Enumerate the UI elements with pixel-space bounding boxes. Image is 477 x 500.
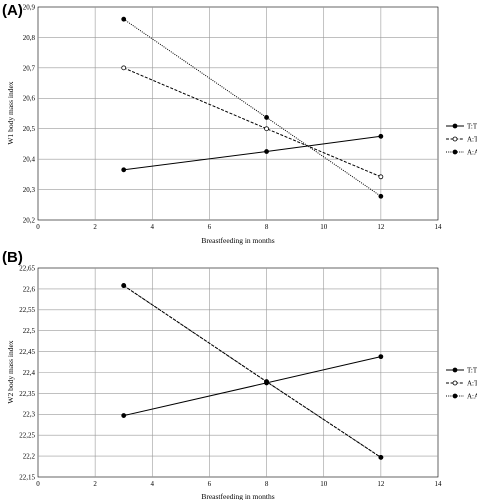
legend-item: T:T [446,367,477,375]
legend-marker-tt [452,123,458,129]
panel-a-y-tick-label: 20,5 [23,125,36,133]
legend-item: A:T [446,136,477,144]
panel-a-y-tick-label: 20,3 [23,186,36,194]
panel-b-label: (B) [2,249,23,266]
panel-a-point-at [378,174,384,180]
panel-b-y-tick-label: 22,4 [23,369,36,377]
panel-b-y-tick-label: 22,35 [19,390,35,398]
panel-b-x-tick-label: 10 [320,480,328,488]
panel-a-series-line-at [123,67,382,178]
panel-a-x-tick-label: 14 [435,223,443,231]
panel-b-x-tick-label: 4 [151,480,155,488]
panel-a-label: (A) [2,2,23,19]
legend-item: T:T [446,123,477,131]
panel-a-x-tick-label: 4 [151,223,155,231]
panel-b-x-tick-label: 14 [435,480,443,488]
panel-a-grid [38,7,438,220]
panel-b-y-tick-label: 22,2 [23,453,36,461]
panel-b-x-ticks: 0 2 4 6 8 10 12 14 [36,480,442,488]
panel-b-x-tick-label: 8 [265,480,269,488]
panel-b-y-tick-label: 22,15 [19,473,35,481]
legend-marker-at [452,380,458,386]
panel-a-point-aa [378,193,384,199]
panel-b-y-tick-label: 22,6 [23,285,36,293]
panel-b-y-axis-title: W2 body mass index [6,340,15,403]
panel-a-x-tick-label: 8 [265,223,269,231]
panel-a-y-tick-label: 20,7 [23,64,36,72]
panel-a-x-axis-title: Breastfeeding in months [201,236,274,245]
panel-b-y-ticks: 22,15 22,2 22,25 22,3 22,35 22,4 22,45 22,5 22,5… [19,264,35,481]
legend-marker-aa [452,393,458,399]
panel-b: (B) 22,15 22,2 22,25 22,3 22,35 22,4 22,45 22,5… [2,249,477,500]
panel-a-series [121,16,384,199]
panel-a-y-tick-label: 20,8 [23,34,36,42]
panel-b-point-aa [264,379,269,385]
legend-item: A:A [446,149,477,157]
panel-a-legend: T:T A:T A:A [446,123,477,157]
panel-b-point-tt [121,413,127,418]
panel-a-point-tt [121,167,127,173]
legend-label-tt: T:T [467,367,477,375]
legend-item: A:A [446,393,477,401]
panel-a-y-tick-label: 20,6 [23,95,36,103]
legend-marker-at [452,136,458,142]
panel-a: (A) 20,2 20,3 20,4 20,5 20,6 20,7 20,8 20,9 0 2 4… [2,2,477,245]
panel-a-x-tick-label: 2 [93,223,97,231]
panel-a-point-aa [121,16,127,22]
panel-b-y-tick-label: 22,55 [19,306,35,314]
panel-a-series-line-tt [123,135,381,171]
panel-a-x-tick-label: 6 [208,223,212,231]
panel-a-point-at [121,65,127,71]
panel-b-series-line-tt [123,356,382,417]
panel-a-plot-frame [37,6,439,221]
legend-marker-tt [452,367,458,373]
panel-b-y-tick-label: 22,5 [23,327,36,335]
panel-a-x-tick-label: 12 [377,223,385,231]
legend-label-at: A:T [467,136,477,144]
panel-a-point-aa [264,115,269,120]
panel-a-y-tick-label: 20,4 [23,156,36,164]
panel-a-x-tick-label: 0 [36,223,40,231]
panel-b-grid [38,268,438,477]
panel-b-point-aa [378,454,384,460]
panel-b-legend: T:T A:T A:A [446,367,477,401]
panel-a-y-tick-label: 20,9 [23,3,36,11]
panel-b-y-tick-label: 22,45 [19,348,35,356]
panel-b-point-aa [121,283,127,288]
legend-label-at: A:T [467,380,477,388]
panel-a-y-ticks: 20,2 20,3 20,4 20,5 20,6 20,7 20,8 20,9 [23,3,36,224]
legend-item: A:T [446,380,477,388]
panel-b-x-tick-label: 0 [36,480,40,488]
panel-b-point-tt [378,354,384,360]
panel-a-x-ticks: 0 2 4 6 8 10 12 14 [36,223,442,231]
legend-marker-aa [452,149,458,155]
panel-a-point-tt [378,133,384,139]
panel-b-series [121,283,384,460]
panel-a-point-at [264,126,269,132]
panel-b-x-tick-label: 2 [93,480,97,488]
panel-b-y-tick-label: 22,3 [23,411,36,419]
legend-label-aa: A:A [467,393,477,401]
panel-b-y-tick-label: 22,25 [19,432,35,440]
panel-b-x-tick-label: 6 [208,480,212,488]
panel-a-point-tt [264,149,269,154]
panel-a-y-axis-title: W1 body mass index [6,81,15,144]
panel-a-x-tick-label: 10 [320,223,328,231]
legend-label-aa: A:A [467,149,477,157]
legend-label-tt: T:T [467,123,477,131]
panel-a-y-tick-label: 20,2 [23,216,36,224]
panel-b-x-axis-title: Breastfeeding in months [201,492,274,500]
panel-a-series-line-aa [123,18,382,197]
panel-b-x-tick-label: 12 [377,480,385,488]
panel-b-y-tick-label: 22,65 [19,264,35,272]
